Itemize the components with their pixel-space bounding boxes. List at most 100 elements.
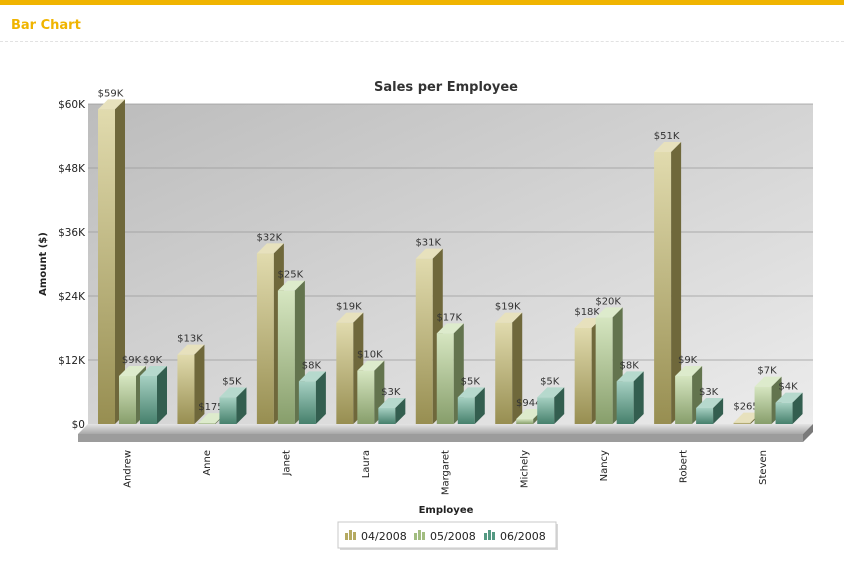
bar-side	[554, 387, 565, 424]
plot-floor	[78, 424, 813, 434]
data-label: $175	[198, 402, 223, 413]
bar-side	[512, 312, 523, 424]
bar-side	[395, 398, 406, 424]
data-label: $32K	[257, 232, 283, 243]
bar-side	[792, 392, 803, 424]
bar-side	[474, 387, 485, 424]
legend-swatch	[345, 533, 348, 540]
bar	[378, 408, 396, 424]
accent-top-bar	[0, 0, 844, 5]
bar	[696, 408, 714, 424]
bar-top	[140, 366, 167, 376]
bar-top	[616, 371, 644, 382]
data-label: $265	[733, 402, 758, 413]
plot-floor-side	[803, 424, 813, 442]
data-label: $5K	[461, 376, 481, 387]
legend-label: 06/2008	[500, 530, 546, 543]
bar	[675, 376, 693, 424]
bar	[177, 354, 195, 424]
data-label: $17K	[436, 312, 462, 323]
bar-top	[595, 307, 623, 318]
bar	[277, 290, 295, 424]
x-tick-label: Laura	[361, 450, 372, 478]
bar-side	[713, 398, 724, 424]
bar	[754, 386, 772, 424]
bar	[457, 397, 475, 424]
bar-top	[298, 371, 326, 382]
data-label: $8K	[302, 360, 322, 371]
y-tick-label: $60K	[58, 99, 86, 111]
data-label: $13K	[177, 334, 203, 345]
bar-top	[654, 142, 682, 152]
bar	[516, 418, 534, 424]
bar-side	[236, 387, 247, 424]
bar-top	[754, 376, 782, 387]
data-label: $9K	[143, 355, 163, 366]
y-tick-label: $12K	[58, 355, 86, 367]
bar	[595, 317, 613, 424]
y-axis-label: Amount ($)	[38, 232, 49, 296]
header-divider	[0, 41, 844, 42]
data-label: $9K	[678, 355, 698, 366]
bar-top	[198, 413, 226, 424]
x-tick-label: Nancy	[599, 450, 610, 481]
bar	[415, 258, 433, 424]
legend-swatch	[488, 530, 491, 540]
bar-top	[775, 392, 803, 403]
legend-swatch	[484, 533, 487, 540]
bar-top	[177, 344, 205, 355]
bar	[537, 397, 555, 424]
x-tick-label: Janet	[281, 450, 292, 477]
data-label: $4K	[778, 382, 798, 393]
bar	[574, 328, 592, 424]
data-label: $10K	[357, 350, 383, 361]
bar-top	[378, 398, 406, 408]
bar-top	[516, 408, 544, 419]
bar-side	[194, 344, 205, 424]
data-label: $20K	[595, 296, 621, 307]
bar-top	[675, 366, 703, 376]
bar	[654, 152, 672, 424]
bar	[98, 109, 115, 424]
bar	[298, 381, 316, 424]
bar-side	[157, 366, 167, 424]
bar-top	[495, 312, 523, 323]
x-tick-label: Andrew	[123, 450, 134, 488]
data-label: $59K	[98, 88, 124, 99]
x-tick-label: Robert	[679, 450, 690, 483]
bar-side	[315, 371, 326, 424]
bar	[357, 370, 375, 424]
bar-side	[115, 99, 125, 424]
x-tick-label: Steven	[758, 450, 769, 485]
data-label: $51K	[654, 131, 680, 142]
bar	[219, 397, 237, 424]
bar-side	[633, 371, 644, 424]
data-label: $18K	[574, 307, 600, 318]
bar	[140, 376, 157, 424]
data-label: $19K	[495, 302, 521, 313]
legend-label: 04/2008	[361, 530, 407, 543]
data-label: $7K	[757, 366, 777, 377]
y-tick-label: $24K	[58, 291, 86, 303]
y-axis-ticks: $0 $12K $24K $36K $48K $60K	[58, 99, 86, 431]
data-label: $3K	[699, 387, 719, 398]
bar-top	[733, 412, 761, 423]
bar	[495, 322, 513, 424]
data-label: $25K	[278, 270, 304, 281]
bar-top	[415, 248, 443, 259]
bar-top	[696, 398, 724, 408]
x-axis-label: Employee	[419, 505, 474, 516]
data-label: $9K	[122, 355, 142, 366]
bar-top	[256, 243, 284, 254]
data-label: $19K	[336, 302, 362, 313]
bar-top	[436, 323, 464, 334]
bar	[436, 333, 454, 424]
bar-top	[537, 387, 565, 398]
data-label: $8K	[620, 360, 640, 371]
bar	[119, 376, 136, 424]
bars: $59K$9K $9K$13K$175$5K$32K$25K$8K$19K$10K…	[98, 88, 803, 424]
legend-swatch	[353, 532, 356, 540]
legend-swatch	[422, 532, 425, 540]
legend-box	[337, 521, 557, 549]
legend-label: 05/2008	[430, 530, 476, 543]
